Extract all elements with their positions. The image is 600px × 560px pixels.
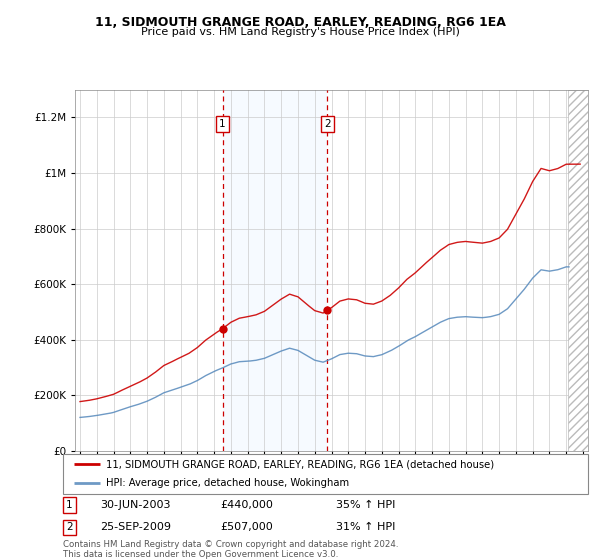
Text: 25-SEP-2009: 25-SEP-2009 xyxy=(100,522,171,533)
Text: Contains HM Land Registry data © Crown copyright and database right 2024.
This d: Contains HM Land Registry data © Crown c… xyxy=(63,540,398,559)
Text: Price paid vs. HM Land Registry's House Price Index (HPI): Price paid vs. HM Land Registry's House … xyxy=(140,27,460,37)
Text: 1: 1 xyxy=(219,119,226,129)
Text: HPI: Average price, detached house, Wokingham: HPI: Average price, detached house, Woki… xyxy=(106,478,349,488)
Text: 2: 2 xyxy=(324,119,331,129)
Text: £440,000: £440,000 xyxy=(221,500,274,510)
Text: 31% ↑ HPI: 31% ↑ HPI xyxy=(336,522,395,533)
Text: 30-JUN-2003: 30-JUN-2003 xyxy=(100,500,170,510)
Text: 11, SIDMOUTH GRANGE ROAD, EARLEY, READING, RG6 1EA (detached house): 11, SIDMOUTH GRANGE ROAD, EARLEY, READIN… xyxy=(106,460,494,469)
Text: 35% ↑ HPI: 35% ↑ HPI xyxy=(336,500,395,510)
Bar xyxy=(568,90,588,451)
Text: 11, SIDMOUTH GRANGE ROAD, EARLEY, READING, RG6 1EA: 11, SIDMOUTH GRANGE ROAD, EARLEY, READIN… xyxy=(95,16,505,29)
Text: £507,000: £507,000 xyxy=(221,522,273,533)
Text: 2: 2 xyxy=(66,522,73,533)
Bar xyxy=(223,90,328,451)
FancyBboxPatch shape xyxy=(63,454,588,494)
Text: 1: 1 xyxy=(66,500,73,510)
